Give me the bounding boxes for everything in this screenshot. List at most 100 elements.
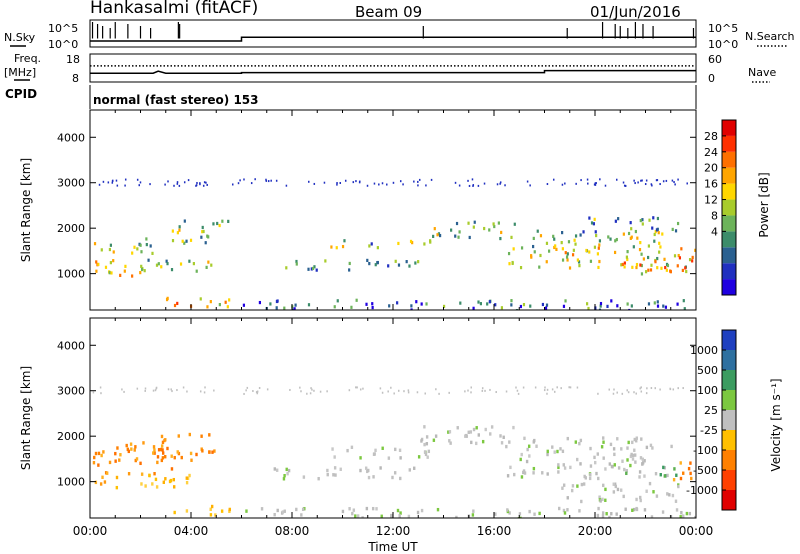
- velocity-cell: [639, 456, 643, 460]
- velocity-cell: [673, 467, 676, 471]
- power-cell: [597, 246, 600, 250]
- velocity-cell: [380, 514, 383, 518]
- velocity-cell: [139, 461, 142, 466]
- velocity-cell: [456, 426, 459, 430]
- power-cell: [647, 244, 650, 248]
- power-cell: [157, 262, 160, 266]
- velocity-cell: [399, 456, 402, 460]
- velocity-cell: [675, 508, 679, 512]
- velocity-cell: [602, 440, 605, 444]
- velocity-cell: [464, 390, 466, 393]
- power-cell: [494, 303, 497, 307]
- velocity-cell: [200, 434, 203, 438]
- velocity-cell: [508, 511, 511, 515]
- power-cell: [587, 306, 590, 310]
- velocity-cell: [465, 434, 468, 438]
- power-cell: [536, 229, 539, 233]
- power-cell: [598, 259, 601, 264]
- velocity-cell: [589, 446, 592, 451]
- velocity-cell: [672, 478, 676, 482]
- date-title: 01/Jun/2016: [590, 3, 681, 21]
- velocity-cell: [635, 507, 639, 512]
- power-cell: [609, 237, 612, 241]
- power-cell: [171, 239, 175, 243]
- power-colorbar-swatch: [722, 167, 736, 184]
- power-cell: [552, 178, 555, 181]
- power-cell: [626, 250, 629, 254]
- velocity-cell: [243, 392, 245, 395]
- power-cell: [160, 265, 163, 269]
- velocity-cell: [182, 386, 185, 389]
- velocity-cell: [614, 484, 617, 489]
- velocity-cell: [671, 493, 675, 498]
- velocity-cell: [115, 475, 119, 480]
- velocity-cell: [534, 386, 537, 389]
- velocity-cell: [680, 510, 683, 515]
- power-cell: [366, 184, 369, 187]
- power-cell: [195, 184, 197, 187]
- power-cell: [123, 269, 126, 273]
- power-cell: [636, 236, 639, 240]
- noise-panel-frame: [89, 19, 697, 48]
- nave-tick-bottom: 0: [708, 72, 715, 85]
- velocity-cell: [286, 471, 289, 476]
- velocity-cell: [633, 437, 636, 442]
- power-cell: [124, 178, 127, 181]
- power-cell: [100, 248, 103, 252]
- power-cell: [589, 259, 593, 263]
- velocity-cell: [332, 473, 335, 477]
- velocity-colorbar-tick: -25: [700, 424, 718, 437]
- velocity-cell: [317, 476, 320, 481]
- velocity-colorbar-swatch: [722, 430, 736, 450]
- power-cell: [508, 262, 511, 266]
- velocity-cell: [403, 390, 405, 393]
- power-cell: [350, 305, 353, 309]
- velocity-colorbar-swatch: [722, 490, 736, 510]
- power-cell: [635, 265, 638, 270]
- velocity-cell: [407, 514, 411, 518]
- velocity-cell: [423, 442, 426, 447]
- power-cell: [492, 222, 495, 226]
- velocity-cell: [173, 510, 176, 515]
- power-cell: [671, 179, 674, 182]
- velocity-cell: [689, 471, 692, 476]
- power-cell: [598, 243, 601, 247]
- velocity-cell: [596, 452, 599, 456]
- velocity-cell: [535, 444, 538, 448]
- velocity-cell: [394, 447, 397, 452]
- power-cell: [397, 263, 401, 267]
- power-cell: [483, 182, 486, 185]
- power-cell: [394, 259, 397, 263]
- velocity-cell: [625, 471, 628, 476]
- power-cell: [623, 184, 626, 187]
- power-cell: [622, 181, 625, 184]
- power-cell: [140, 264, 143, 268]
- velocity-cell: [505, 390, 508, 393]
- velocity-cell: [682, 387, 684, 390]
- velocity-cell: [582, 482, 586, 486]
- velocity-cell: [99, 386, 102, 389]
- power-cell: [574, 242, 577, 246]
- power-cell: [555, 247, 558, 252]
- power-cell: [680, 247, 683, 251]
- power-cell: [164, 183, 166, 186]
- power-cell: [410, 304, 413, 308]
- power-cell: [93, 242, 97, 246]
- velocity-cell: [352, 508, 356, 512]
- velocity-cell: [522, 469, 526, 473]
- velocity-cell: [576, 484, 579, 488]
- power-cell: [635, 262, 639, 267]
- power-cell: [200, 235, 203, 239]
- velocity-cell: [245, 509, 248, 513]
- velocity-cell: [502, 435, 505, 439]
- velocity-cell: [163, 438, 166, 443]
- power-cell: [254, 178, 256, 181]
- power-cell: [571, 253, 575, 257]
- power-cell: [420, 302, 423, 306]
- velocity-cell: [161, 456, 165, 460]
- velocity-cell: [309, 392, 312, 395]
- power-panel-frame: [89, 109, 697, 311]
- power-cell: [459, 301, 462, 305]
- velocity-cell: [287, 468, 291, 473]
- velocity-cell: [448, 391, 450, 394]
